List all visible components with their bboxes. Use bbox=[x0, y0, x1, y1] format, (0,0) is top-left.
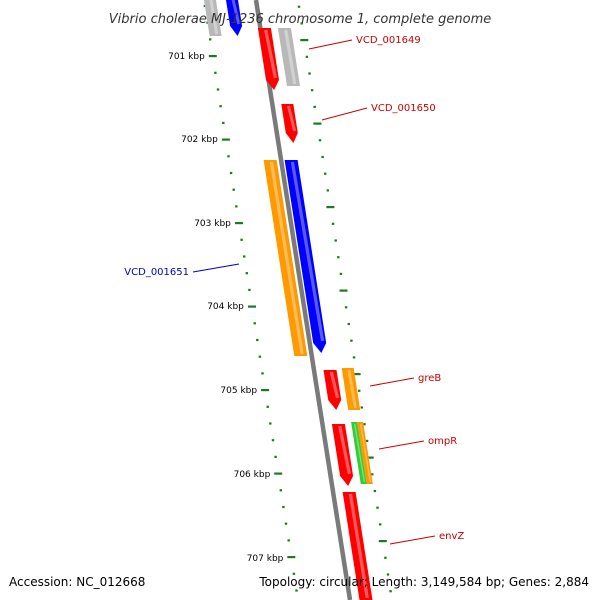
map-title: Vibrio cholerae MJ-1236 chromosome 1, co… bbox=[109, 12, 491, 27]
accession-text: Accession: NC_012668 bbox=[9, 575, 145, 589]
kbp-label: 705 kbp bbox=[220, 386, 257, 396]
gene-VCD_001650[interactable] bbox=[281, 104, 298, 143]
leader-line-envz bbox=[389, 535, 436, 545]
leader-line-vcd-001649 bbox=[308, 39, 353, 50]
gene-label-envz[interactable]: envZ bbox=[439, 531, 464, 542]
kbp-label: 702 kbp bbox=[181, 135, 218, 145]
gene-blue-top[interactable] bbox=[225, 0, 243, 36]
feature-highlight bbox=[269, 161, 304, 355]
chromosome-backbone bbox=[253, 0, 353, 600]
feature-highlight bbox=[347, 369, 357, 409]
kbp-label: 704 kbp bbox=[207, 302, 244, 312]
feature-highlight bbox=[338, 425, 351, 475]
gene-features bbox=[203, 0, 373, 600]
gene-label-vcd-001651[interactable]: VCD_001651 bbox=[124, 267, 189, 278]
feature-highlight bbox=[329, 371, 340, 399]
gene-gray-top-right[interactable] bbox=[277, 28, 300, 86]
gene-greB[interactable] bbox=[323, 370, 342, 410]
gene-label-ompr[interactable]: ompR bbox=[428, 436, 457, 447]
cds-VCD_001651[interactable] bbox=[263, 160, 308, 356]
feature-highlight bbox=[209, 0, 219, 35]
kbp-label: 707 kbp bbox=[247, 554, 284, 564]
gene-labels: VCD_001649 VCD_001650 VCD_001651 greB ompR en… bbox=[124, 35, 464, 542]
gene-label-vcd-001650[interactable]: VCD_001650 bbox=[371, 103, 436, 114]
kbp-labels: 701 kbp 702 kbp 703 kbp 704 kbp 705 kbp 706 k… bbox=[168, 52, 284, 564]
feature-highlight bbox=[231, 0, 241, 25]
gene-ompR[interactable] bbox=[331, 424, 354, 486]
feature-highlight bbox=[284, 29, 297, 85]
gene-label-greb[interactable]: greB bbox=[418, 373, 441, 384]
gene-VCD_001649[interactable] bbox=[257, 28, 279, 90]
leader-line-vcd-001650 bbox=[321, 107, 368, 121]
gene-gray-top-left[interactable] bbox=[203, 0, 222, 36]
gene-label-vcd-001649[interactable]: VCD_001649 bbox=[356, 35, 421, 46]
summary-text: Topology: circular; Length: 3,149,584 bp… bbox=[258, 575, 589, 589]
kbp-label: 706 kbp bbox=[234, 470, 271, 480]
feature-highlight bbox=[290, 161, 325, 342]
gene-envZ[interactable] bbox=[342, 492, 373, 600]
kbp-label: 701 kbp bbox=[168, 52, 205, 62]
cds-greB[interactable] bbox=[341, 368, 361, 410]
feature-highlight bbox=[353, 423, 366, 483]
cds-ompR[interactable] bbox=[357, 422, 373, 484]
feature-highlight bbox=[264, 29, 277, 79]
leader-line-ompr bbox=[378, 440, 425, 450]
repeat-ompR[interactable] bbox=[351, 422, 367, 484]
feature-highlight bbox=[287, 105, 297, 132]
gene-VCD_001651[interactable] bbox=[284, 160, 327, 353]
kbp-label: 703 kbp bbox=[194, 219, 231, 229]
tick-marks bbox=[203, 4, 392, 593]
feature-highlight bbox=[359, 423, 372, 483]
label-leader-lines bbox=[192, 39, 436, 545]
leader-line-vcd-001651 bbox=[192, 263, 240, 273]
feature-highlight bbox=[348, 493, 369, 599]
leader-line-greb bbox=[369, 377, 415, 387]
